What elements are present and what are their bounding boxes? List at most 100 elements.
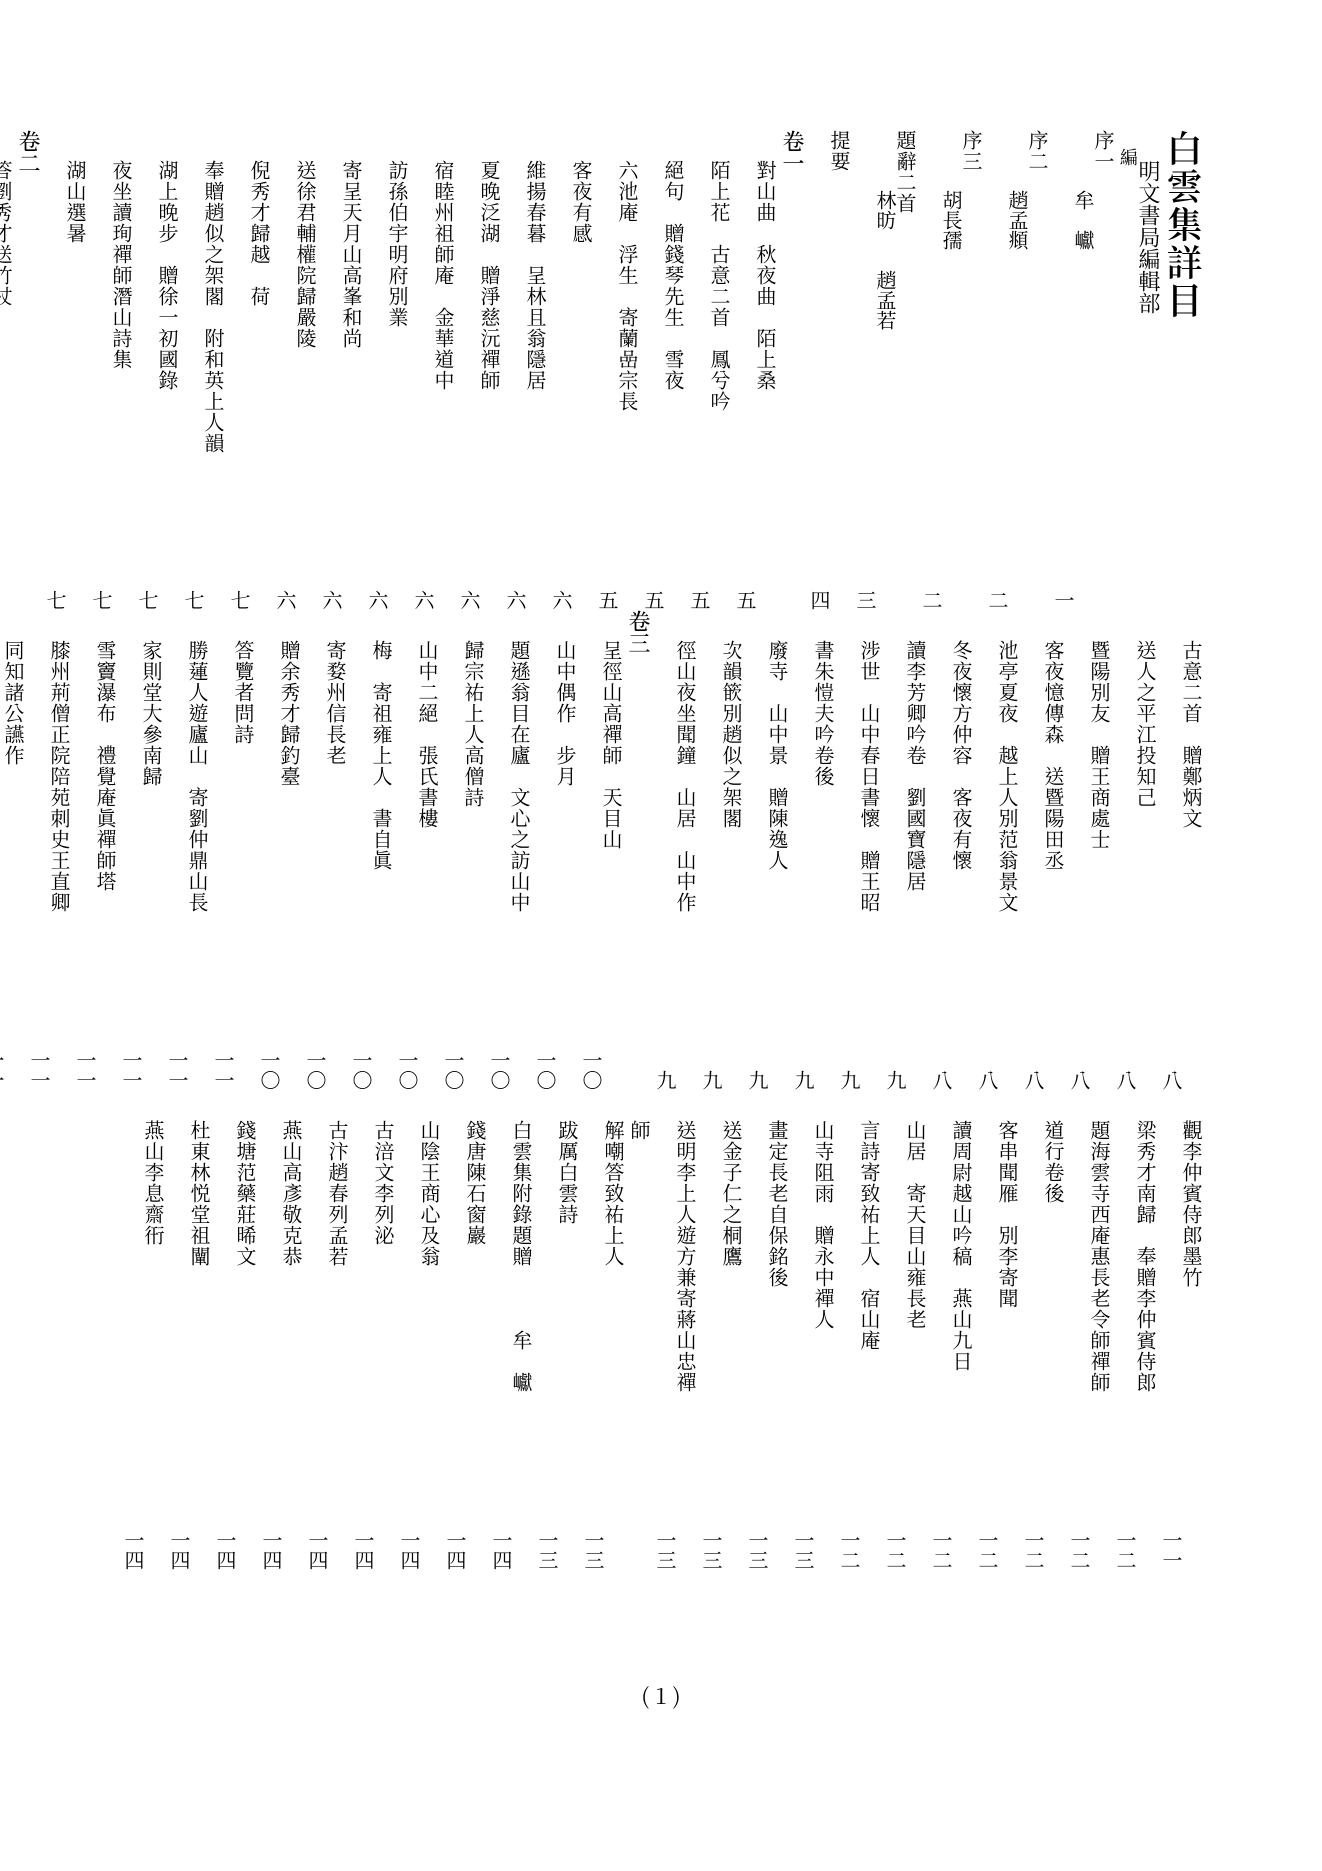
front-matter-author: 趙孟頫	[1008, 190, 1028, 250]
toc-entry: 涉世 山中春日書懷 贈王昭	[860, 640, 880, 913]
page-ref: 一一	[168, 1050, 188, 1090]
page-ref: 一四	[400, 1530, 420, 1570]
page-ref: 一三	[656, 1530, 676, 1570]
toc-entry: 古汴趙春列孟若	[328, 1120, 348, 1267]
page-ref: 六	[506, 590, 526, 610]
volume-head: 卷二	[18, 130, 40, 174]
toc-entry: 山中偶作 步月	[556, 640, 576, 787]
toc-entry: 白雲集附錄題贈 牟 巘	[512, 1120, 532, 1393]
toc-entry: 杜東林悦堂祖闡	[190, 1120, 210, 1267]
front-matter-label: 序三	[962, 130, 982, 172]
toc-entry: 雪竇瀑布 禮覺庵眞禪師塔	[96, 640, 116, 892]
toc-entry: 夏晚泛湖 贈淨慈沅禪師	[480, 160, 500, 391]
page-ref: 一〇	[444, 1050, 464, 1090]
page-ref: 六	[368, 590, 388, 610]
toc-entry: 梁秀才南歸 奉贈李仲賓侍郎	[1136, 1120, 1156, 1393]
toc-entry: 贈余秀才歸釣臺	[280, 640, 300, 787]
page-ref: 一二	[886, 1530, 906, 1570]
page-ref: 一〇	[306, 1050, 326, 1090]
toc-entry: 錢塘范藥莊晞文	[236, 1120, 256, 1267]
page-ref: 一一	[214, 1050, 234, 1090]
page-ref: 九	[702, 1070, 722, 1090]
toc-entry: 寄婺州信長老	[326, 640, 346, 766]
page-ref: 一一	[122, 1050, 142, 1090]
toc-entry: 答覽者問詩	[234, 640, 254, 745]
page-ref: 一〇	[352, 1050, 372, 1090]
page-ref: 九	[748, 1070, 768, 1090]
toc-entry: 梅 寄祖雍上人 書自眞	[372, 640, 392, 871]
front-matter-label: 序二	[1028, 130, 1048, 172]
toc-entry: 山寺阻雨 贈永中禪人	[814, 1120, 834, 1330]
toc-entry: 言詩寄致祐上人 宿山庵	[860, 1120, 880, 1351]
page-ref: 六	[414, 590, 434, 610]
page-ref: 一四	[170, 1530, 190, 1570]
page-ref: 四	[810, 590, 830, 610]
page-ref: 二	[922, 590, 942, 610]
toc-entry: 古涪文李列泌	[374, 1120, 394, 1246]
page-ref: 一二	[840, 1530, 860, 1570]
book-title: 白雲集詳目	[1166, 130, 1202, 320]
front-matter-label: 提要	[830, 130, 850, 172]
page-ref: 三	[856, 590, 876, 610]
toc-entry: 湖上晚步 贈徐一初國錄	[158, 160, 178, 391]
toc-entry: 師	[630, 1120, 650, 1141]
toc-entry: 訪孫伯宇明府別業	[388, 160, 408, 328]
toc-entry: 送明李上人遊方兼寄蔣山忠禪	[676, 1120, 696, 1393]
page-ref: 九	[794, 1070, 814, 1090]
toc-entry: 燕山李息齋衎	[144, 1120, 164, 1246]
toc-entry: 古意二首 贈鄭炳文	[1182, 640, 1202, 829]
front-matter-author: 胡長孺	[942, 190, 962, 250]
page-ref: 八	[932, 1070, 952, 1090]
page-ref: 一四	[308, 1530, 328, 1570]
page-ref: 六	[460, 590, 480, 610]
page-ref: 九	[840, 1070, 860, 1090]
toc-entry: 畫定長老自保銘後	[768, 1120, 788, 1288]
toc-entry: 暨陽別友 贈王商處士	[1090, 640, 1110, 850]
toc-entry: 徑山夜坐聞鐘 山居 山中作	[676, 640, 696, 913]
page-ref: 七	[230, 590, 250, 610]
page-ref: 七	[184, 590, 204, 610]
toc-entry: 客夜憶傳森 送暨陽田丞	[1044, 640, 1064, 871]
page-ref: 七	[138, 590, 158, 610]
editor-suffix: 編	[1120, 130, 1138, 166]
page-number-footer: ( 1 )	[641, 1680, 680, 1711]
volume-head: 卷三	[628, 610, 650, 654]
toc-entry: 歸宗祐上人高僧詩	[464, 640, 484, 808]
toc-entry: 山陰王商心及翁	[420, 1120, 440, 1267]
page-ref: 八	[1162, 1070, 1182, 1090]
page-ref: 一四	[124, 1530, 144, 1570]
toc-entry: 宿睦州祖師庵 金華道中	[434, 160, 454, 391]
toc-entry: 倪秀才歸越 荷	[250, 160, 270, 307]
toc-entry: 跋厲白雲詩	[558, 1120, 578, 1225]
toc-entry: 讀周尉越山吟稿 燕山九日	[952, 1120, 972, 1372]
toc-entry: 山居 寄天目山雍長老	[906, 1120, 926, 1330]
toc-entry: 家則堂大參南歸	[142, 640, 162, 787]
page-ref: 九	[656, 1070, 676, 1090]
toc-entry: 勝蓮人遊廬山 寄劉仲鼎山長	[188, 640, 208, 913]
page-ref: 一三	[538, 1530, 558, 1570]
toc-entry: 燕山高彥敬克恭	[282, 1120, 302, 1267]
page-ref: 一四	[446, 1530, 466, 1570]
page-ref: 一〇	[490, 1050, 510, 1090]
page-ref: 一〇	[536, 1050, 556, 1090]
page-ref: 一二	[978, 1530, 998, 1570]
front-matter-author: 牟 巘	[1074, 190, 1094, 250]
volume-head: 卷一	[782, 130, 804, 174]
page-ref: 七	[46, 590, 66, 610]
toc-entry: 題遜翁目在廬 文心之訪山中	[510, 640, 530, 913]
page-ref: 一二	[932, 1530, 952, 1570]
toc-entry: 題海雲寺西庵惠長老令師禪師	[1090, 1120, 1110, 1393]
front-matter-label: 序一	[1094, 130, 1114, 172]
toc-entry: 錢唐陳石窗巖	[466, 1120, 486, 1246]
toc-entry: 客夜有感	[572, 160, 592, 244]
page-ref: 八	[1116, 1070, 1136, 1090]
page-ref: 一四	[262, 1530, 282, 1570]
page-ref: 一四	[216, 1530, 236, 1570]
page-ref: 一一	[76, 1050, 96, 1090]
toc-entry: 送金子仁之桐鷹	[722, 1120, 742, 1267]
editor-dept: 明文書局編輯部	[1138, 160, 1160, 314]
page-ref: 一一	[1162, 1530, 1182, 1570]
page-ref: 一三	[584, 1530, 604, 1570]
toc-entry: 呈徑山高禪師 天目山	[602, 640, 622, 850]
toc-entry: 同知諸公讌作	[4, 640, 24, 766]
